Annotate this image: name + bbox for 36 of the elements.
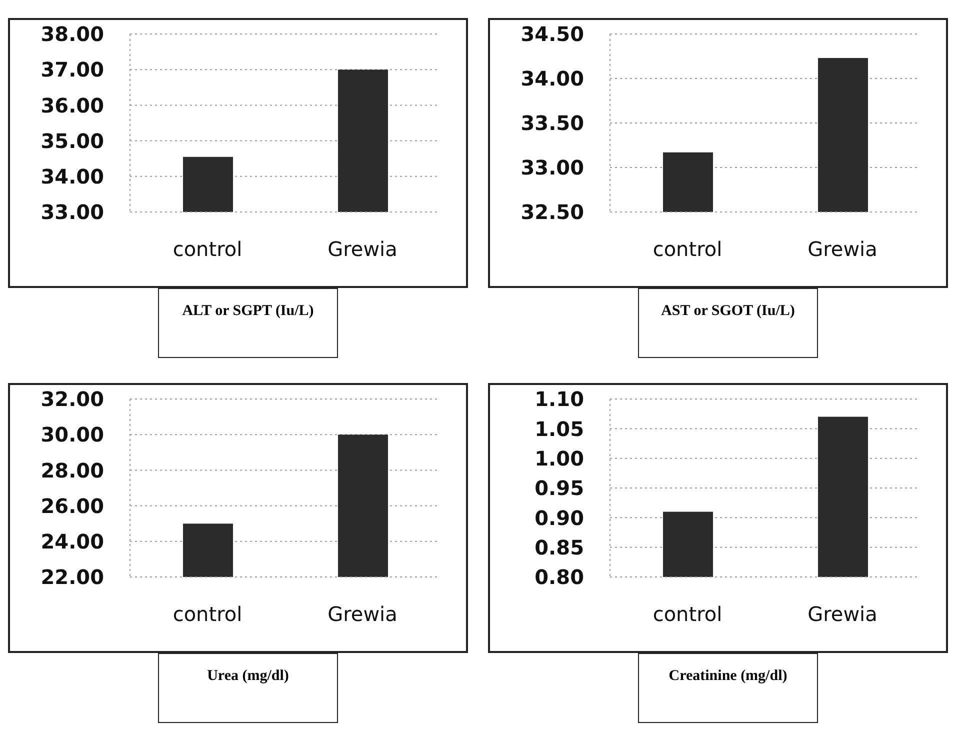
- text: Urea (mg/dl): [158, 653, 338, 723]
- y-tick-label: 32.50: [520, 200, 584, 224]
- y-tick-label: 1.10: [534, 387, 584, 412]
- x-tick-label: Grewia: [328, 602, 398, 626]
- x-tick-label: control: [652, 237, 722, 262]
- y-tick-label: 0.85: [534, 535, 584, 560]
- x-tick-label: control: [172, 602, 242, 626]
- y-tick-label: 33.00: [520, 156, 584, 180]
- y-tick-label: 1.05: [534, 416, 584, 441]
- y-tick-label: 34.00: [520, 66, 584, 91]
- y-tick-label: 0.95: [534, 476, 584, 500]
- y-tick-label: 36.00: [40, 93, 104, 118]
- y-tick-label: 38.00: [40, 22, 104, 46]
- y-tick-label: 30.00: [40, 422, 104, 447]
- y-tick-label: 26.00: [40, 494, 104, 518]
- y-tick-label: 0.90: [534, 506, 584, 530]
- x-tick-label: Grewia: [808, 602, 878, 626]
- y-tick-label: 24.00: [40, 530, 104, 554]
- y-tick-label: 0.80: [534, 565, 584, 590]
- y-tick-label: 34.50: [520, 22, 584, 46]
- y-tick-label: 1.00: [534, 446, 584, 470]
- y-tick-label: 34.00: [40, 164, 104, 188]
- y-tick-label: 35.00: [40, 128, 104, 153]
- x-tick-label: control: [652, 602, 722, 626]
- y-tick-label: 37.00: [40, 58, 104, 82]
- text: AST or SGOT (Iu/L): [638, 288, 818, 358]
- y-tick-label: 28.00: [40, 458, 104, 482]
- x-tick-label: Grewia: [808, 237, 878, 262]
- y-tick-label: 22.00: [40, 565, 104, 590]
- x-tick-label: Grewia: [328, 237, 398, 262]
- text: Creatinine (mg/dl): [638, 653, 818, 723]
- y-tick-label: 33.00: [40, 200, 104, 224]
- text: ALT or SGPT (Iu/L): [158, 288, 338, 358]
- y-tick-label: 33.50: [520, 111, 584, 136]
- y-tick-label: 32.00: [40, 387, 104, 412]
- x-tick-label: control: [172, 237, 242, 262]
